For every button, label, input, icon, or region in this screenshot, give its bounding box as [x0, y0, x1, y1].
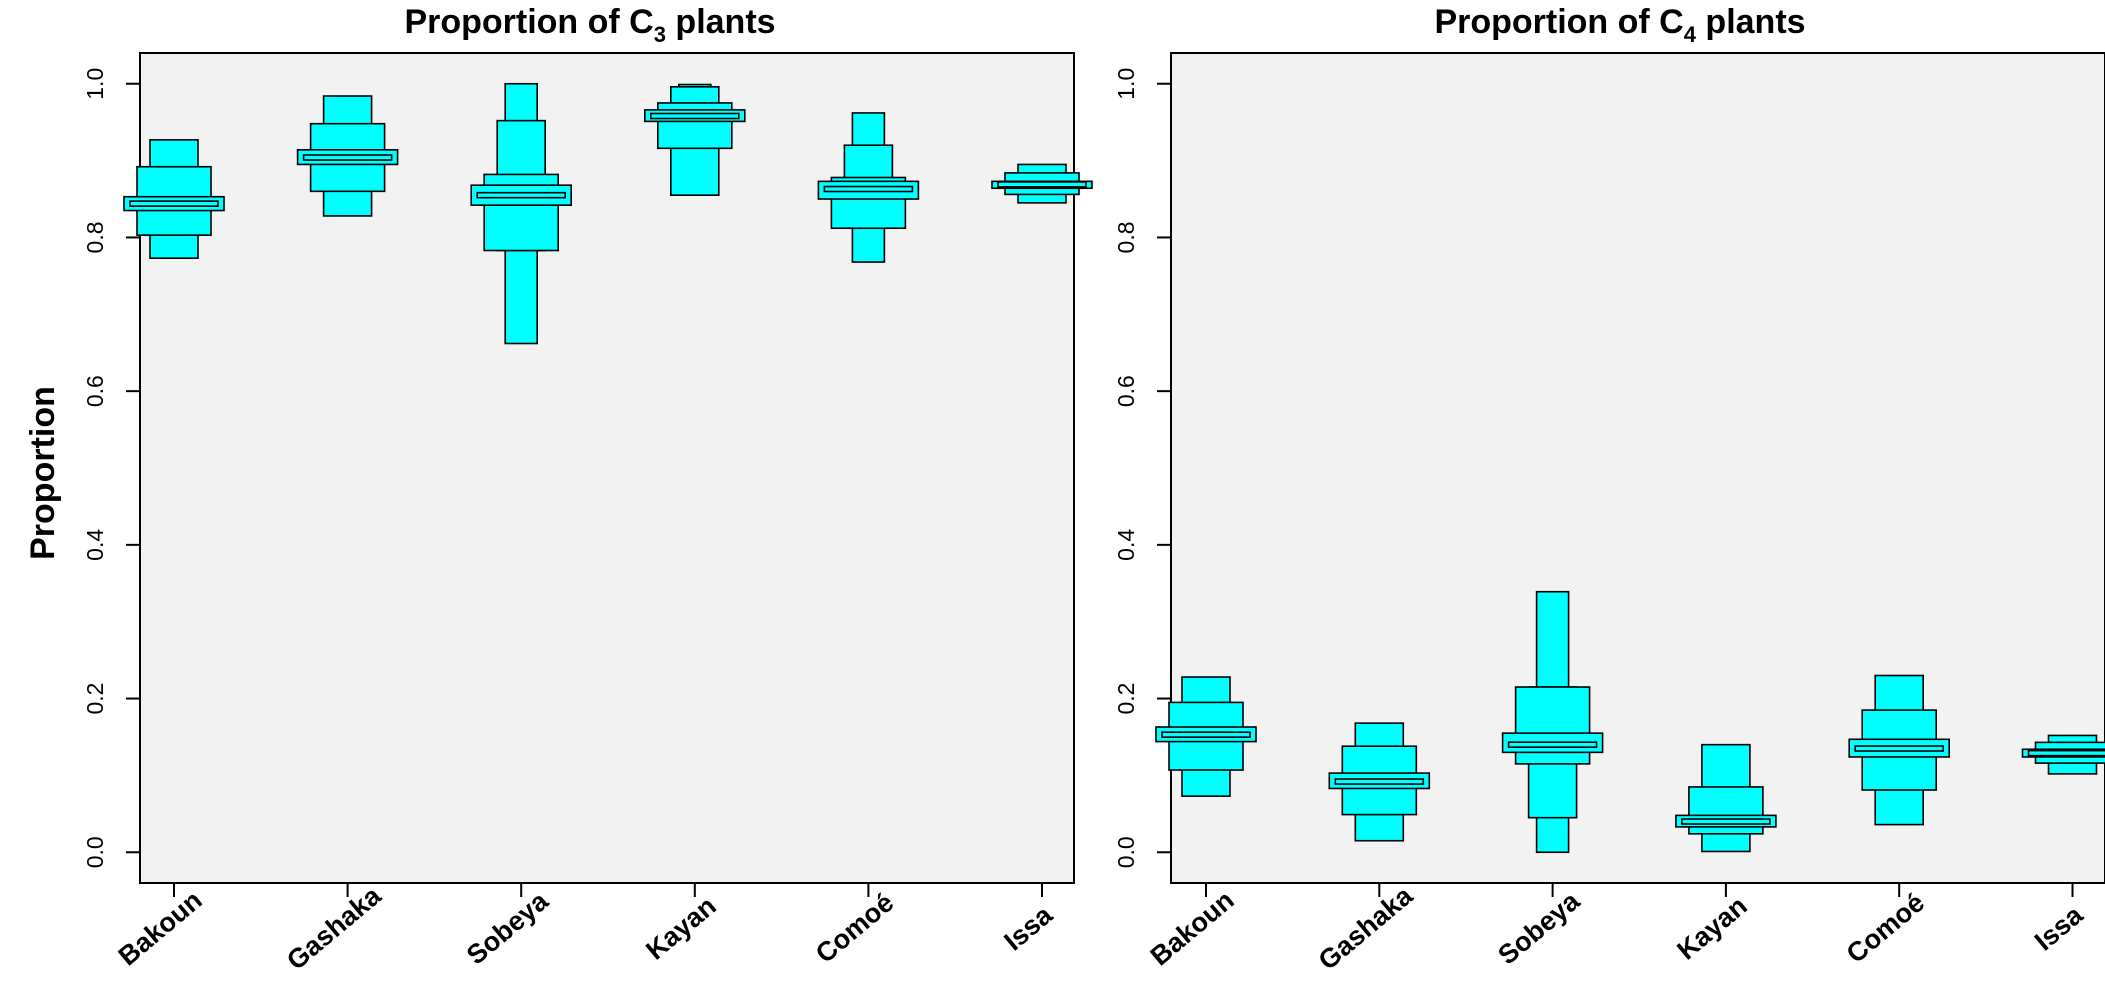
y-tick-label: 0.6 — [1113, 375, 1139, 407]
x-category-label: Sobeya — [461, 885, 555, 970]
median-bar — [2027, 749, 2105, 757]
x-category-label: Bakoun — [1145, 885, 1240, 972]
median-bar — [302, 154, 393, 161]
y-tick-label: 1.0 — [1113, 68, 1139, 100]
chart-title: Proportion of C3 plants — [404, 3, 775, 47]
x-category-label: Bakoun — [113, 885, 208, 972]
median-bar — [649, 112, 740, 120]
median-bar — [1334, 778, 1425, 785]
y-tick-label: 0.4 — [1113, 529, 1139, 561]
x-category-label: Kayan — [1671, 891, 1752, 966]
median-bar — [1854, 745, 1944, 752]
median-bar — [1507, 741, 1598, 748]
y-tick-label: 0.0 — [1113, 836, 1139, 868]
median-bar — [1681, 818, 1771, 825]
x-category-label: Comoé — [810, 887, 899, 969]
x-category-label: Issa — [998, 899, 1058, 956]
chart-panel-c4: Proportion of C4 plants 0.0 0.2 0.4 0.6 0.8 1.… — [1113, 3, 2105, 976]
plot-area — [1170, 52, 2105, 884]
y-tick-label: 1.0 — [82, 68, 108, 100]
median-bar — [997, 181, 1087, 188]
median-bar — [823, 185, 914, 193]
chart-title: Proportion of C4 plants — [1434, 3, 1805, 47]
y-axis-label: Proportion — [24, 386, 62, 560]
y-tick-label: 0.0 — [82, 836, 108, 868]
plot-area — [139, 52, 1075, 884]
median-bar — [476, 191, 567, 199]
x-category-label: Issa — [2029, 899, 2089, 956]
x-category-label: Gashaka — [281, 880, 387, 976]
x-category-label: Gashaka — [1313, 880, 1419, 976]
y-tick-label: 0.8 — [82, 221, 108, 253]
chart-panel-c3: Proportion of C3 plants 0.0 0.2 0.4 0.6 0.8 1.… — [82, 3, 1093, 976]
y-tick-label: 0.6 — [82, 375, 108, 407]
x-category-label: Kayan — [640, 891, 721, 966]
y-tick-label: 0.4 — [82, 529, 108, 561]
y-tick-label: 0.2 — [1113, 683, 1139, 715]
x-category-label: Comoé — [1841, 887, 1930, 969]
x-category-label: Sobeya — [1492, 885, 1586, 970]
y-tick-label: 0.2 — [82, 683, 108, 715]
y-tick-label: 0.8 — [1113, 221, 1139, 253]
median-bar — [1161, 731, 1251, 738]
median-bar — [129, 200, 219, 207]
